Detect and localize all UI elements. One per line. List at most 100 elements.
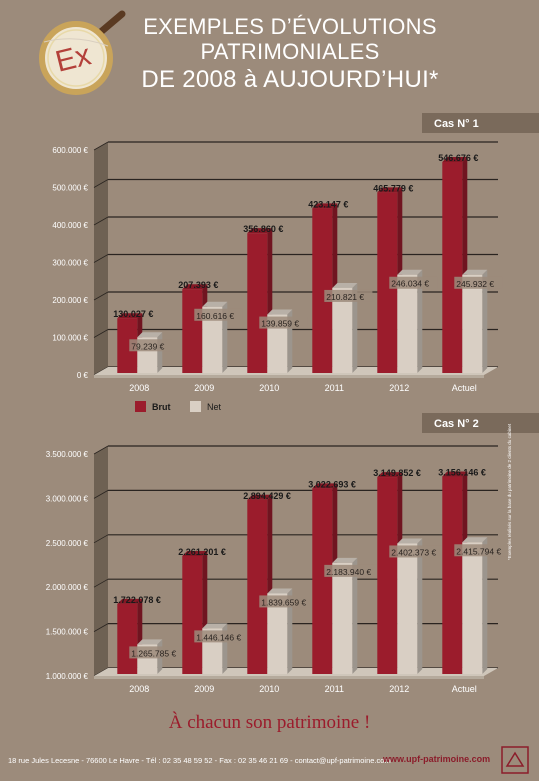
y-tick-label: 3.000.000 € (46, 494, 89, 503)
bar-brut (117, 318, 138, 373)
bar-top-brut (247, 228, 273, 234)
bar-top-net (462, 537, 488, 543)
grid-line-wall (93, 141, 109, 151)
data-label-net: 79.239 € (131, 341, 164, 351)
data-label-brut: 207.393 € (178, 280, 218, 290)
x-tick-label: 2008 (129, 684, 149, 694)
legend-swatch-brut (135, 401, 146, 412)
x-tick-label: 2012 (389, 383, 409, 393)
bar-net (267, 314, 288, 373)
bar-top-brut (247, 494, 273, 500)
bar-top-net (137, 332, 163, 338)
y-tick-label: 100.000 € (52, 334, 88, 343)
bar-top-brut (442, 156, 468, 162)
bar-net (202, 306, 223, 373)
bar-brut (182, 289, 203, 373)
bar-brut (247, 233, 268, 373)
bar-brut (312, 208, 333, 373)
data-label-background (194, 308, 243, 321)
y-tick-label: 2.000.000 € (46, 583, 89, 592)
legend-label-net: Net (207, 402, 222, 412)
data-label-brut: 3.022.693 € (308, 479, 356, 489)
data-label-background (324, 289, 373, 302)
bar-top-brut (377, 187, 403, 193)
bar-net (462, 274, 483, 373)
y-tick-label: 3.500.000 € (46, 450, 89, 459)
data-label-background (389, 545, 448, 558)
page-title-line-3: DE 2008 à AUJOURD’HUI* (141, 66, 439, 93)
data-label-background (259, 595, 318, 608)
bar-top-brut (312, 203, 338, 209)
data-label-background (129, 646, 188, 659)
x-tick-label: Actuel (452, 383, 477, 393)
bar-top-net (332, 282, 358, 288)
data-label-net: 2.415.794 € (456, 546, 501, 556)
x-tick-label: Actuel (452, 684, 477, 694)
bar-brut (247, 499, 268, 674)
bar-side-net (287, 588, 293, 674)
page-title-line-2: PATRIMONIALES (200, 39, 380, 64)
data-label-background (454, 276, 503, 289)
case-label: Cas N° 1 (434, 118, 479, 130)
bar-side-net (482, 269, 488, 373)
data-label-net: 2.402.373 € (391, 547, 436, 557)
bar-brut (312, 488, 333, 674)
y-tick-label: 400.000 € (52, 221, 88, 230)
x-tick-label: 2011 (325, 383, 344, 393)
bar-top-brut (117, 598, 143, 604)
y-tick-label: 500.000 € (52, 184, 88, 193)
grid-line-wall (93, 534, 109, 544)
chart-cas-2: Cas N° 2 1.000.000 € 1.500.000 € 2.000.000 … (46, 413, 539, 694)
data-label-brut: 2.894.429 € (243, 491, 291, 501)
bar-brut (442, 161, 463, 373)
footnote: *Exemples réalisés sur la base du patrim… (507, 423, 512, 560)
data-label-background (324, 564, 383, 577)
data-label-net: 1.265.785 € (131, 648, 176, 658)
x-tick-label: 2010 (259, 684, 279, 694)
data-label-brut: 356.860 € (243, 224, 283, 234)
bar-net (332, 562, 353, 674)
upf-logo-icon (501, 746, 529, 774)
bar-top-brut (182, 551, 208, 557)
bar-brut (117, 603, 138, 674)
case-label-tab (422, 413, 539, 433)
bar-top-net (462, 269, 488, 275)
footer-address: 18 rue Jules Lecesne - 76600 Le Havre - … (8, 756, 391, 765)
bar-top-net (267, 309, 293, 315)
bar-top-net (397, 269, 423, 275)
grid-line-wall (93, 216, 109, 226)
data-label-background (194, 630, 253, 643)
bar-side-net (352, 557, 358, 674)
data-label-brut: 546.676 € (438, 153, 478, 163)
bar-side-net (417, 269, 423, 373)
grid-line-wall (93, 445, 109, 455)
data-label-net: 139.859 € (261, 319, 299, 329)
bar-brut (377, 192, 398, 373)
bar-net (397, 543, 418, 674)
magnifier-logo-icon: Ex (39, 10, 126, 95)
y-tick-label: 1.500.000 € (46, 628, 89, 637)
grid-line-wall (93, 623, 109, 632)
data-label-brut: 423.147 € (308, 199, 348, 209)
chart-cas-1: Cas N° 1 0 € 100.000 € 200.000 € 300.000 € 40… (52, 113, 539, 412)
bar-side-net (482, 537, 488, 674)
case-label: Cas N° 2 (434, 418, 479, 430)
bar-net (397, 274, 418, 373)
x-tick-label: 2008 (129, 383, 149, 393)
data-label-net: 1.446.146 € (196, 632, 241, 642)
bar-top-brut (117, 313, 143, 319)
data-label-background (389, 276, 438, 289)
bar-top-net (267, 588, 293, 594)
bar-top-brut (312, 483, 338, 489)
bar-brut (377, 477, 398, 674)
logo-text: Ex (52, 38, 94, 78)
bar-top-brut (377, 472, 403, 478)
chart-floor-edge (94, 676, 484, 679)
data-label-net: 160.616 € (196, 311, 234, 321)
chart-floor-edge (94, 375, 484, 378)
legend-swatch-net (190, 401, 201, 412)
footer-website-link[interactable]: www.upf-patrimoine.com (383, 754, 491, 764)
y-tick-label: 200.000 € (52, 296, 88, 305)
data-label-brut: 3.156.146 € (438, 468, 486, 478)
